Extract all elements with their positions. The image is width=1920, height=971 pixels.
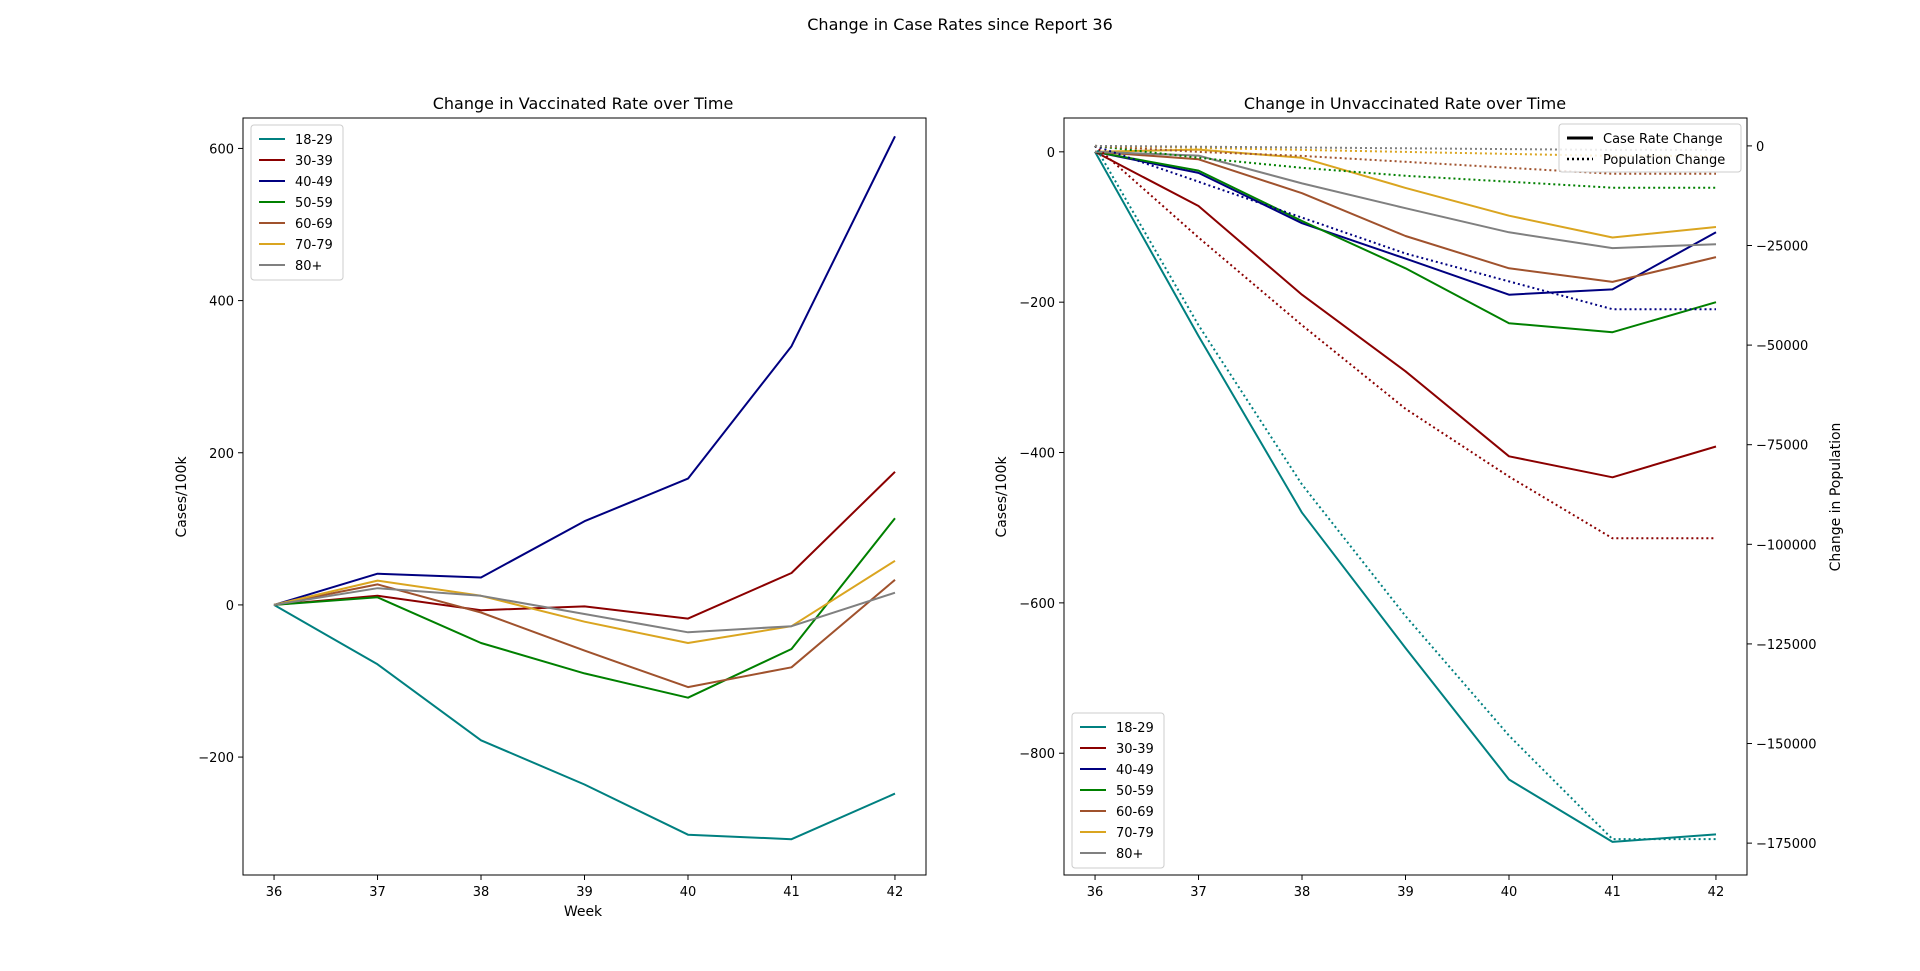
- vaccinated-series-line-50-59: [273, 517, 896, 699]
- unvaccinated-y-tick-label: −600: [1019, 597, 1055, 612]
- unvaccinated-series-line-30-39: [1094, 150, 1717, 479]
- unvaccinated-y2-tick-label: −75000: [1756, 439, 1808, 454]
- unvaccinated-legend-label-40-49: 40-49: [1116, 763, 1154, 778]
- unvaccinated-style-legend: Case Rate Change Population Change: [1558, 123, 1742, 173]
- vaccinated-legend-label-40-49: 40-49: [295, 175, 333, 190]
- vaccinated-legend-label-70-79: 70-79: [295, 238, 333, 253]
- vaccinated-y-tick-label: 0: [226, 599, 234, 614]
- unvaccinated-population-line-30-39: [1094, 145, 1716, 540]
- unvaccinated-y2-tick-label: −175000: [1756, 837, 1817, 852]
- unvaccinated-y2-tick-label: −125000: [1756, 638, 1817, 653]
- unvaccinated-style-legend-label-0: Case Rate Change: [1603, 132, 1723, 147]
- vaccinated-x-tick-label: 39: [576, 885, 593, 900]
- unvaccinated-series-line-40-49: [1094, 150, 1717, 296]
- unvaccinated-population-line-80+: [1094, 144, 1716, 151]
- figure-title: Change in Case Rates since Report 36: [807, 15, 1113, 34]
- vaccinated-legend: 18-29 30-39 40-49 50-59 60-69 70-79 80+: [250, 124, 344, 281]
- unvaccinated-x-tick-label: 40: [1501, 885, 1518, 900]
- unvaccinated-y-axis-label: Cases/100k: [994, 456, 1010, 538]
- unvaccinated-legend-label-80+: 80+: [1116, 847, 1143, 862]
- vaccinated-y-tick-label: −200: [198, 751, 234, 766]
- vaccinated-series-line-70-79: [273, 559, 896, 644]
- unvaccinated-legend-label-50-59: 50-59: [1116, 784, 1154, 799]
- vaccinated-x-tick-label: 37: [369, 885, 386, 900]
- unvaccinated-legend-label-70-79: 70-79: [1116, 826, 1154, 841]
- unvaccinated-chart-title: Change in Unvaccinated Rate over Time: [1244, 94, 1566, 113]
- vaccinated-legend-label-80+: 80+: [295, 259, 322, 274]
- vaccinated-y-tick-label: 600: [209, 142, 234, 157]
- unvaccinated-legend-label-60-69: 60-69: [1116, 805, 1154, 820]
- unvaccinated-style-legend-label-1: Population Change: [1603, 153, 1725, 168]
- unvaccinated-y2-axis-label: Change in Population: [1828, 423, 1844, 572]
- unvaccinated-series-line-80+: [1094, 150, 1717, 250]
- vaccinated-plot-frame: [242, 117, 927, 876]
- unvaccinated-series-line-60-69: [1094, 150, 1717, 283]
- unvaccinated-series-line-18-29: [1094, 151, 1717, 843]
- unvaccinated-style-legend-box: [1558, 123, 1742, 173]
- unvaccinated-population-line-18-29: [1094, 145, 1716, 841]
- unvaccinated-legend-box: [1071, 712, 1165, 869]
- vaccinated-series-line-30-39: [273, 471, 896, 620]
- vaccinated-y-tick-label: 200: [209, 447, 234, 462]
- unvaccinated-x-tick-label: 41: [1604, 885, 1621, 900]
- unvaccinated-legend-label-18-29: 18-29: [1116, 721, 1154, 736]
- vaccinated-x-tick-label: 42: [887, 885, 904, 900]
- unvaccinated-y2-tick-label: −100000: [1756, 538, 1817, 553]
- vaccinated-legend-box: [250, 124, 344, 281]
- unvaccinated-chart: Change in Unvaccinated Rate over Time Ca…: [994, 94, 1844, 900]
- unvaccinated-y-tick-label: −200: [1019, 296, 1055, 311]
- unvaccinated-y-tick-label: −800: [1019, 747, 1055, 762]
- unvaccinated-population-line-60-69: [1094, 144, 1716, 175]
- unvaccinated-y2-tick-label: −50000: [1756, 339, 1808, 354]
- unvaccinated-x-tick-label: 42: [1708, 885, 1725, 900]
- vaccinated-series-line-60-69: [273, 579, 896, 689]
- unvaccinated-x-tick-label: 39: [1397, 885, 1414, 900]
- vaccinated-legend-label-18-29: 18-29: [295, 133, 333, 148]
- unvaccinated-legend: 18-29 30-39 40-49 50-59 60-69 70-79 80+: [1071, 712, 1165, 869]
- vaccinated-series-line-40-49: [273, 135, 896, 606]
- unvaccinated-y2-tick-label: −25000: [1756, 239, 1808, 254]
- unvaccinated-series-line-70-79: [1094, 148, 1717, 239]
- unvaccinated-y-tick-label: 0: [1047, 146, 1055, 161]
- unvaccinated-plot-frame: [1063, 117, 1748, 876]
- unvaccinated-x-tick-label: 36: [1087, 885, 1104, 900]
- unvaccinated-x-tick-label: 37: [1190, 885, 1207, 900]
- unvaccinated-y2-tick-label: 0: [1756, 140, 1764, 155]
- vaccinated-x-tick-label: 41: [783, 885, 800, 900]
- vaccinated-x-tick-label: 40: [680, 885, 697, 900]
- vaccinated-series-line-80+: [273, 587, 896, 634]
- unvaccinated-x-tick-label: 38: [1294, 885, 1311, 900]
- unvaccinated-series-line-50-59: [1094, 150, 1717, 334]
- vaccinated-chart-title: Change in Vaccinated Rate over Time: [433, 94, 734, 113]
- vaccinated-legend-label-50-59: 50-59: [295, 196, 333, 211]
- vaccinated-chart: Change in Vaccinated Rate over Time Week…: [174, 94, 927, 920]
- vaccinated-x-axis-label: Week: [564, 904, 603, 920]
- vaccinated-legend-label-60-69: 60-69: [295, 217, 333, 232]
- vaccinated-legend-label-30-39: 30-39: [295, 154, 333, 169]
- vaccinated-x-tick-label: 36: [266, 885, 283, 900]
- unvaccinated-population-line-50-59: [1094, 144, 1716, 189]
- vaccinated-series-line-18-29: [273, 604, 896, 841]
- unvaccinated-population-line-70-79: [1094, 144, 1716, 157]
- unvaccinated-y2-tick-label: −150000: [1756, 738, 1817, 753]
- unvaccinated-legend-label-30-39: 30-39: [1116, 742, 1154, 757]
- vaccinated-y-tick-label: 400: [209, 295, 234, 310]
- vaccinated-y-axis-label: Cases/100k: [174, 456, 190, 538]
- vaccinated-x-tick-label: 38: [473, 885, 490, 900]
- unvaccinated-y-tick-label: −400: [1019, 447, 1055, 462]
